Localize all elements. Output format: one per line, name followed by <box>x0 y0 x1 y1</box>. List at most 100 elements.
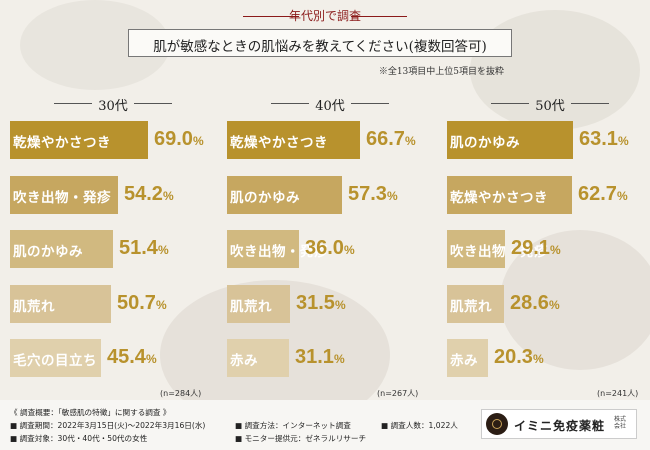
bar <box>10 230 113 268</box>
bar <box>447 285 504 323</box>
bar-value: 29.1% <box>511 237 561 260</box>
bar-value-unit: % <box>333 352 345 366</box>
bar-value: 45.4% <box>107 346 157 369</box>
bar-value-unit: % <box>404 134 416 148</box>
bar-value-number: 20.3 <box>494 346 533 368</box>
bar-value-number: 31.5 <box>296 292 335 314</box>
bar-value: 54.2% <box>124 183 174 206</box>
column-title: 30代 <box>98 99 128 114</box>
survey-target: ■ 調査対象：30代・40代・50代の女性 <box>10 434 148 443</box>
bar-value-unit: % <box>157 243 169 257</box>
bar-value-number: 31.1 <box>295 346 334 368</box>
logo-sub: 株式会社 <box>614 416 627 430</box>
bar-value-unit: % <box>549 243 561 257</box>
bar <box>227 176 342 214</box>
company-logo: イミニ免疫薬粧 株式会社 <box>481 409 637 439</box>
bar <box>227 339 289 377</box>
bar <box>227 230 299 268</box>
bar <box>10 339 101 377</box>
bar-value-unit: % <box>192 134 204 148</box>
column-title: 50代 <box>535 99 565 114</box>
bar-value-unit: % <box>343 243 355 257</box>
bar <box>10 285 111 323</box>
bar-value-number: 57.3 <box>348 183 387 205</box>
bar-label: 赤み <box>230 353 258 369</box>
bar-value: 63.1% <box>579 128 629 151</box>
bar-value-number: 29.1 <box>511 237 550 259</box>
bar-value-number: 36.0 <box>305 237 344 259</box>
bar-value-number: 51.4 <box>119 237 158 259</box>
column-header-line <box>351 103 389 104</box>
kicker-line-left <box>243 16 299 17</box>
bar-value-number: 63.1 <box>579 128 618 150</box>
bar <box>447 339 488 377</box>
logo-name: イミニ免疫薬粧 <box>514 419 606 433</box>
column-header-line <box>134 103 172 104</box>
bar <box>447 176 572 214</box>
bar-value-unit: % <box>532 352 544 366</box>
bar-value-unit: % <box>155 298 167 312</box>
column-header-line <box>491 103 529 104</box>
bar-value: 50.7% <box>117 292 167 315</box>
chart-note: ※全13項目中上位5項目を抜粋 <box>378 67 504 77</box>
bar-value: 28.6% <box>510 292 560 315</box>
bar-value-number: 45.4 <box>107 346 146 368</box>
kicker-text: 年代別で調査 <box>288 9 361 23</box>
bar-label: 肌荒れ <box>13 299 55 315</box>
survey-provider: ■ モニター提供元：ゼネラルリサーチ <box>235 434 367 443</box>
chart-canvas: 年代別で調査 肌が敏感なときの肌悩みを教えてください(複数回答可) ※全13項目… <box>10 0 650 400</box>
bar-value-unit: % <box>386 189 398 203</box>
bar-label: 乾燥やかさつき <box>230 135 328 151</box>
bar-value-number: 66.7 <box>366 128 405 150</box>
sample-size: (n=241人) <box>597 389 639 398</box>
survey-count: ■ 調査人数：1,022人 <box>381 421 458 430</box>
bar-value-number: 50.7 <box>117 292 156 314</box>
bar-label: 赤み <box>450 353 478 369</box>
survey-method: ■ 調査方法：インターネット調査 <box>235 421 351 430</box>
bar-label: 吹き出物・発疹 <box>230 244 328 260</box>
bar-value: 31.5% <box>296 292 346 315</box>
bar-label: 肌のかゆみ <box>230 190 300 206</box>
bar-value-unit: % <box>162 189 174 203</box>
bar <box>227 121 360 159</box>
bar-value: 62.7% <box>578 183 628 206</box>
survey-period: ■ 調査期間：2022年3月15日(火)～2022年3月16日(水) <box>10 421 206 430</box>
bar-label: 乾燥やかさつき <box>13 135 111 151</box>
bar <box>227 285 290 323</box>
bar-label: 肌のかゆみ <box>13 244 83 260</box>
bar-value-unit: % <box>616 189 628 203</box>
bar-value: 20.3% <box>494 346 544 369</box>
bar-value-unit: % <box>334 298 346 312</box>
bar-value-number: 62.7 <box>578 183 617 205</box>
sample-size: (n=284人) <box>160 389 202 398</box>
background-decoration <box>500 230 650 370</box>
bar-value-unit: % <box>548 298 560 312</box>
bar <box>447 121 573 159</box>
bar-label: 吹き出物・発疹 <box>450 244 548 260</box>
column-title: 40代 <box>315 99 345 114</box>
bar <box>10 176 118 214</box>
bar-value: 31.1% <box>295 346 345 369</box>
chart-title: 肌が敏感なときの肌悩みを教えてください(複数回答可) <box>153 39 487 55</box>
logo-mark-icon <box>486 413 508 435</box>
survey-overview: 《 調査概要：「敏感肌の特徴」に関する調査 》 <box>10 408 171 417</box>
bar-value: 69.0% <box>154 128 204 151</box>
column-header-line <box>271 103 309 104</box>
bar-value: 36.0% <box>305 237 355 260</box>
bar <box>10 121 148 159</box>
kicker-line-right <box>351 16 407 17</box>
bar-label: 肌のかゆみ <box>450 135 520 151</box>
sample-size: (n=267人) <box>377 389 419 398</box>
bar-label: 乾燥やかさつき <box>450 190 548 206</box>
bar <box>447 230 505 268</box>
bar-value-number: 54.2 <box>124 183 163 205</box>
bar-label: 肌荒れ <box>230 299 272 315</box>
bar-value-unit: % <box>617 134 629 148</box>
bar-label: 毛穴の目立ち <box>13 353 97 369</box>
bar-value-unit: % <box>145 352 157 366</box>
title-box: 肌が敏感なときの肌悩みを教えてください(複数回答可) <box>128 29 512 57</box>
bar-value-number: 28.6 <box>510 292 549 314</box>
column-header-line <box>571 103 609 104</box>
bar-label: 吹き出物・発疹 <box>13 190 111 206</box>
bar-value: 57.3% <box>348 183 398 206</box>
